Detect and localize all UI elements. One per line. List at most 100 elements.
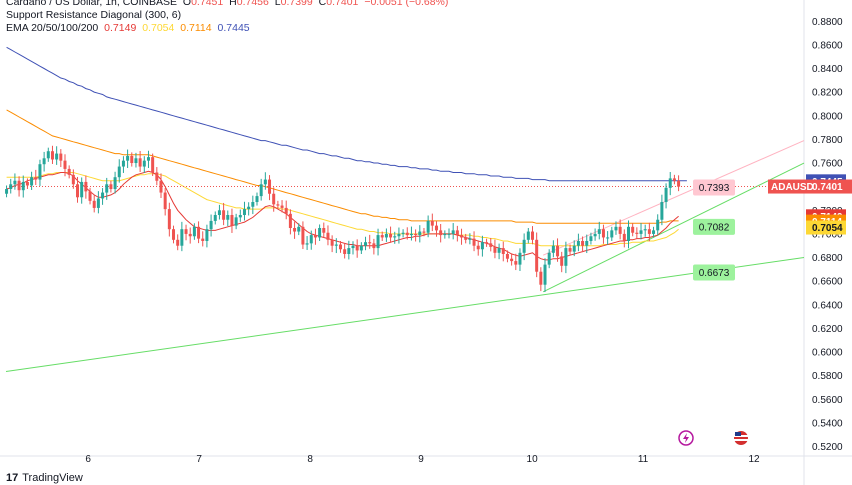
candle-body [309,235,313,244]
candle-body [50,151,54,160]
candle-body [263,179,267,185]
price-badge-4: 0.7054 [812,223,843,234]
ema50-line [6,172,679,247]
candle-body [230,215,234,226]
x-tick-label-3: 9 [418,454,424,465]
ema-name: EMA 20/50/100/200 [6,22,99,34]
candle-body [572,245,576,252]
candle-body [447,233,451,235]
y-tick-label-9: 0.7000 [812,229,843,240]
candle-body [622,233,626,241]
candle-body [92,200,96,208]
y-tick-label-5: 0.7800 [812,135,843,146]
candle-body [334,244,338,246]
candle-body [38,164,42,180]
candle-body [384,233,388,238]
candle-body [242,209,246,216]
candle-body [518,252,522,265]
candle-body [222,210,226,220]
candle-body [355,245,359,251]
open-value: 0.7451 [191,0,224,8]
price-badge-symbol: ADAUSD [771,182,814,193]
candle-body [460,235,464,238]
candle-body [288,213,292,228]
y-tick-label-2: 0.8400 [812,64,843,75]
candle-body [247,206,251,210]
candle-body [434,225,438,231]
low-value: 0.7399 [280,0,313,8]
close-value: 0.7401 [326,0,359,8]
candle-body [226,215,230,220]
candle-body [668,178,672,188]
candle-body [501,248,505,254]
candle-body [301,226,305,245]
candle-body [184,229,188,234]
candle-body [522,239,526,253]
candle-body [489,243,493,247]
candle-body [113,177,117,190]
candle-body [514,261,518,265]
candle-body [272,193,276,205]
candle-body [455,230,459,236]
candle-body [547,252,551,265]
candle-body [647,229,651,234]
candle-body [451,230,455,234]
candle-body [63,160,67,169]
candle-body [255,196,259,203]
level-label-1: 0.7082 [699,222,730,233]
y-tick-label-0: 0.8800 [812,17,843,28]
candle-body [576,240,580,246]
candle-body [96,198,100,208]
ema100-line [6,109,679,224]
ema50-value: 0.7054 [142,22,175,34]
candle-body [414,233,418,236]
candle-body [105,184,109,193]
ema200-line [6,46,687,182]
candle-body [589,236,593,241]
candle-body [660,202,664,220]
candle-body [468,238,472,240]
candle-body [618,226,622,234]
candle-body [76,184,80,198]
candle-body [643,229,647,231]
candle-body [109,184,113,190]
candle-body [614,226,618,231]
candle-body [305,243,309,245]
candle-body [142,160,146,167]
candle-body [297,226,301,232]
symbol-title: Cardano / US Dollar, 1h, COINBASE [6,0,177,8]
candle-body [393,236,397,238]
candle-body [280,205,284,208]
candle-body [42,158,46,165]
candle-body [480,242,484,250]
candle-body [130,155,134,164]
high-label: H [229,0,237,8]
candle-body [652,230,656,234]
legend-ema-row[interactable]: EMA 20/50/100/200 0.7149 0.7054 0.7114 0… [6,22,253,34]
support-line-0 [5,257,805,373]
legend-indicator-row[interactable]: Support Resistance Diagonal (300, 6) [6,9,184,21]
candle-body [343,249,347,254]
candle-body [372,243,376,249]
flag-stripe-icon [734,439,748,441]
candle-body [401,232,405,234]
candle-body [134,158,138,164]
candle-body [180,229,184,246]
candle-body [188,233,192,237]
candle-body [322,228,326,233]
candle-body [9,184,13,190]
candle-body [205,229,209,241]
candle-body [234,217,238,226]
candle-body [46,151,50,159]
candle-body [543,264,547,285]
candle-body [268,179,272,194]
footer-brand[interactable]: 17 TradingView [6,472,83,484]
x-tick-label-5: 11 [638,454,649,465]
candle-body [418,231,422,236]
candle-body [564,248,568,266]
candle-body [581,240,585,246]
candle-body [13,180,17,185]
candle-body [472,238,476,246]
candle-body [664,187,668,203]
